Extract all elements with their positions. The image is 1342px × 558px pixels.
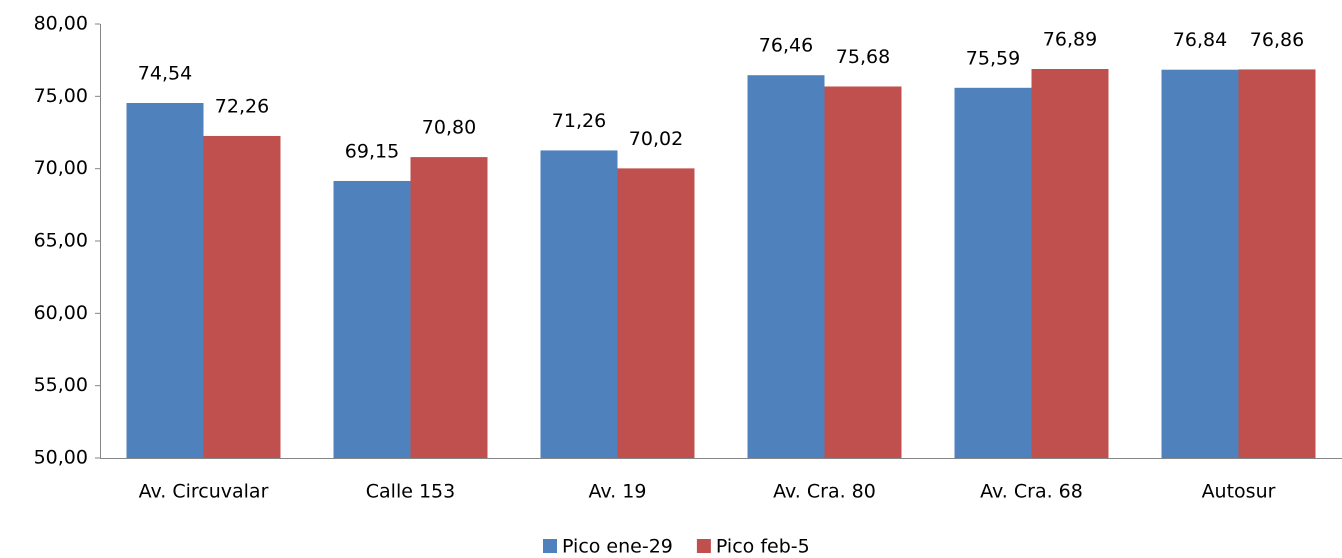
legend-label: Pico feb-5 (716, 536, 810, 558)
bar (617, 168, 695, 459)
value-label: 71,26 (552, 110, 606, 132)
bar (126, 102, 204, 458)
x-tick-label: Autosur (1202, 481, 1276, 503)
x-tick-label: Calle 153 (366, 481, 455, 503)
legend-label: Pico ene-29 (562, 536, 673, 558)
bar (1031, 68, 1109, 458)
y-tick-label: 80,00 (34, 13, 88, 35)
bar (410, 157, 488, 459)
y-tick-label: 55,00 (34, 374, 88, 396)
value-label: 76,89 (1043, 28, 1097, 50)
y-tick-label: 65,00 (34, 230, 88, 252)
value-label: 76,86 (1250, 29, 1304, 51)
value-label: 75,68 (836, 46, 890, 68)
bar (333, 180, 411, 459)
value-label: 70,80 (422, 117, 476, 139)
x-tick-label: Av. 19 (589, 481, 647, 503)
y-tick-label: 50,00 (34, 447, 88, 469)
value-label: 69,15 (345, 140, 399, 162)
bar (954, 87, 1032, 458)
bar (203, 135, 281, 459)
legend-swatch (543, 539, 557, 553)
x-tick-label: Av. Circuvalar (139, 481, 269, 503)
value-label: 72,26 (215, 95, 269, 117)
legend-swatch (696, 539, 711, 553)
value-label: 70,02 (629, 128, 683, 150)
value-label: 74,54 (138, 62, 192, 84)
value-label: 76,84 (1173, 29, 1227, 51)
bar (1161, 69, 1239, 459)
y-tick-label: 75,00 (34, 85, 88, 107)
bar (747, 75, 825, 458)
value-label: 76,46 (759, 35, 813, 57)
y-tick-label: 60,00 (34, 302, 88, 324)
bar (824, 86, 902, 458)
value-label: 75,59 (966, 47, 1020, 69)
bar (540, 150, 618, 458)
bar (1238, 69, 1316, 459)
x-tick-label: Av. Cra. 68 (980, 481, 1083, 503)
y-tick-label: 70,00 (34, 157, 88, 179)
x-tick-label: Av. Cra. 80 (773, 481, 876, 503)
